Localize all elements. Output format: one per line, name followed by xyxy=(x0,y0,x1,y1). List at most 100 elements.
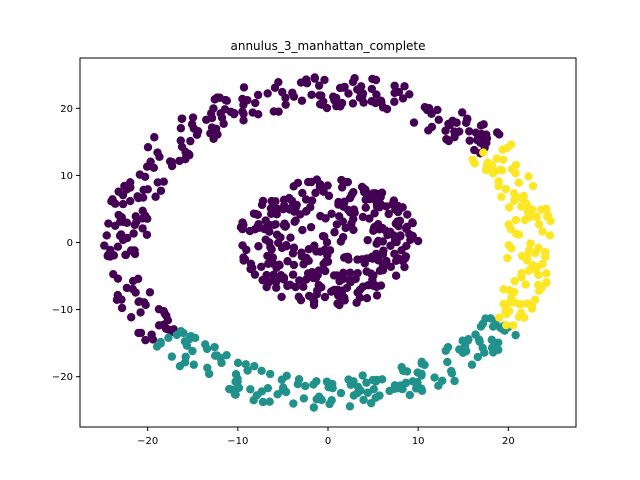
data-point xyxy=(104,219,113,228)
data-point xyxy=(311,188,320,198)
data-point xyxy=(254,242,263,251)
data-point xyxy=(361,185,370,194)
data-point xyxy=(281,221,291,230)
data-point xyxy=(405,390,415,400)
data-point xyxy=(114,187,123,196)
data-point xyxy=(523,256,532,265)
data-point xyxy=(359,395,368,405)
data-point xyxy=(145,288,155,297)
y-tick-label: 0 xyxy=(67,238,73,249)
data-point xyxy=(333,285,342,295)
data-point xyxy=(253,90,263,100)
data-point xyxy=(272,210,281,219)
data-point xyxy=(350,74,359,83)
data-point xyxy=(345,193,355,203)
data-point xyxy=(236,222,246,232)
data-point xyxy=(542,212,552,221)
data-point xyxy=(363,388,373,397)
data-point xyxy=(360,259,369,268)
data-point xyxy=(538,259,547,269)
data-point xyxy=(502,320,511,330)
data-point xyxy=(281,93,290,102)
data-point xyxy=(260,224,269,234)
data-point xyxy=(243,96,252,105)
data-point xyxy=(491,341,501,350)
data-point xyxy=(268,253,278,262)
data-point xyxy=(344,89,353,98)
data-point xyxy=(434,115,443,125)
data-point xyxy=(465,127,474,136)
data-point xyxy=(153,148,162,157)
data-point xyxy=(151,192,160,201)
data-point xyxy=(390,97,399,106)
data-point xyxy=(325,399,334,409)
data-point xyxy=(285,280,295,289)
data-point xyxy=(363,235,372,245)
data-point xyxy=(514,230,524,239)
data-point xyxy=(511,215,521,225)
data-point xyxy=(257,366,266,376)
data-point xyxy=(378,265,388,275)
data-point xyxy=(109,251,119,260)
data-point xyxy=(161,324,171,333)
data-point xyxy=(522,299,532,308)
data-point xyxy=(507,244,516,253)
data-point xyxy=(391,271,401,280)
data-point xyxy=(138,206,147,216)
data-point xyxy=(328,379,337,389)
data-point xyxy=(341,223,350,233)
data-point xyxy=(541,278,551,288)
data-point xyxy=(321,214,330,223)
data-point xyxy=(117,303,127,313)
data-point xyxy=(413,368,422,377)
data-point xyxy=(176,124,186,133)
data-point xyxy=(441,126,450,135)
data-point xyxy=(277,292,286,302)
data-point xyxy=(495,130,504,139)
data-point xyxy=(140,172,150,182)
data-point xyxy=(297,252,307,261)
data-point xyxy=(316,247,325,256)
data-point xyxy=(490,167,500,176)
data-point xyxy=(110,221,120,231)
data-point xyxy=(358,212,368,222)
data-point xyxy=(160,309,169,318)
data-point xyxy=(517,269,526,278)
data-point xyxy=(430,373,439,382)
data-point xyxy=(172,330,182,340)
data-point xyxy=(396,232,405,241)
data-point xyxy=(301,381,310,391)
data-point xyxy=(276,233,285,242)
data-point xyxy=(269,107,279,116)
data-point xyxy=(272,263,281,272)
data-point xyxy=(389,196,399,205)
data-point xyxy=(443,135,452,145)
data-point xyxy=(514,178,523,187)
data-point xyxy=(372,90,381,99)
data-point xyxy=(367,84,377,94)
data-point xyxy=(501,184,510,194)
x-tick-label: −10 xyxy=(227,436,248,447)
data-point xyxy=(481,165,491,175)
data-point xyxy=(188,113,198,122)
data-point xyxy=(471,128,481,137)
data-point xyxy=(492,154,501,163)
data-point xyxy=(545,231,555,240)
data-point xyxy=(417,359,426,368)
data-point xyxy=(288,249,298,258)
data-point xyxy=(239,83,249,92)
data-point xyxy=(203,363,212,372)
data-point xyxy=(314,81,324,90)
data-point xyxy=(219,119,228,128)
data-point xyxy=(338,232,348,242)
data-point xyxy=(323,181,332,190)
data-point xyxy=(181,147,190,157)
data-point xyxy=(370,209,379,218)
data-point xyxy=(355,93,365,102)
data-point xyxy=(248,263,257,273)
data-point xyxy=(409,118,419,127)
data-point xyxy=(345,268,355,277)
data-point xyxy=(114,210,123,220)
data-point xyxy=(281,100,290,109)
data-point xyxy=(296,210,305,219)
